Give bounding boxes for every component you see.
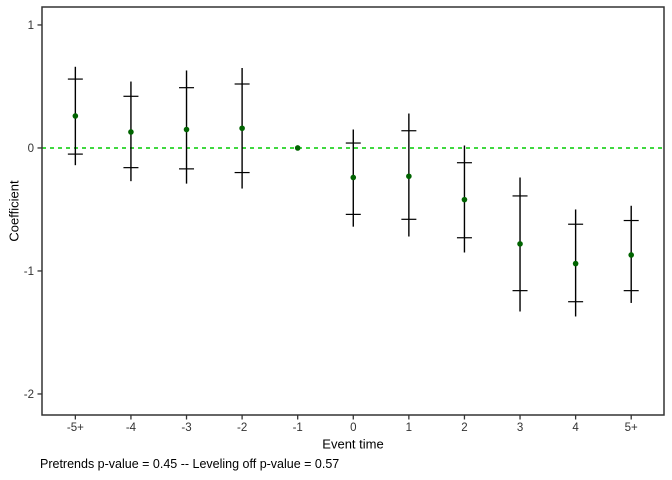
x-tick-label: -3 [181, 422, 191, 434]
y-tick-label: -1 [24, 266, 34, 278]
coefficient-point [406, 173, 412, 180]
coefficient-point [517, 241, 523, 247]
coefficient-point [183, 126, 190, 133]
x-tick-label: -1 [293, 422, 303, 434]
y-tick-label: -2 [24, 389, 34, 401]
x-tick-label: 4 [572, 422, 579, 434]
y-tick-label: 0 [28, 143, 34, 155]
coefficient-point [461, 196, 468, 203]
coefficient-point [239, 125, 245, 132]
panel-border [41, 6, 665, 416]
coefficient-point [572, 260, 579, 267]
reference-point [294, 145, 301, 151]
x-tick-label: 3 [517, 422, 523, 434]
pvalue-caption: Pretrends p-value = 0.45 -- Leveling off… [40, 457, 340, 471]
x-tick-label: 5+ [625, 422, 638, 434]
coefficient-point [128, 129, 134, 135]
x-tick-label: 2 [461, 422, 467, 434]
y-axis-title: Coefficient [6, 180, 22, 242]
y-tick-label: 1 [28, 20, 34, 32]
x-tick-label: -5+ [67, 422, 84, 434]
x-axis-title: Event time [322, 436, 384, 452]
coefficient-point [350, 174, 357, 181]
x-tick-label: 1 [406, 422, 412, 434]
x-tick-label: -2 [237, 422, 247, 434]
coefficient-point [628, 252, 635, 258]
x-tick-label: 0 [350, 422, 356, 434]
coefficient-point [72, 113, 79, 119]
x-tick-label: -4 [126, 422, 137, 434]
